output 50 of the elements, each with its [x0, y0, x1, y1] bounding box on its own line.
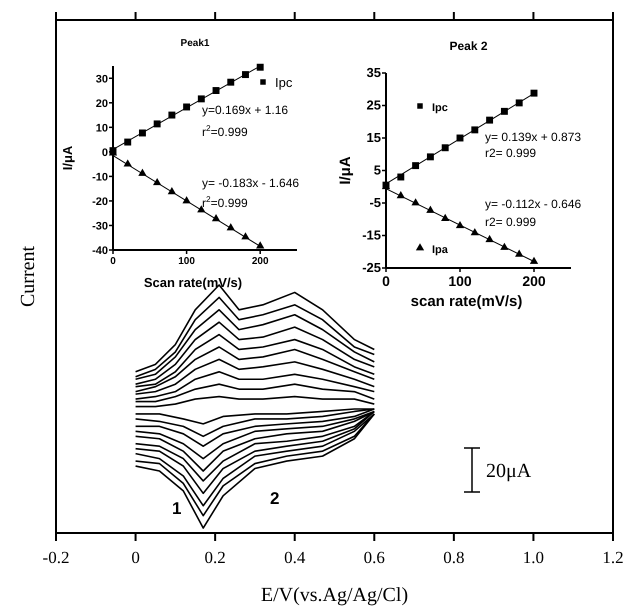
- y-tick-label: -15: [362, 228, 381, 242]
- y-tick-label: 25: [366, 98, 381, 112]
- annotation: r2= 0.999: [485, 146, 536, 160]
- x-tick-label: -0.2: [42, 548, 70, 567]
- legend-label: Ipc: [432, 102, 448, 114]
- x-tick-label: 0.4: [284, 548, 306, 567]
- y-tick-label: -25: [362, 260, 381, 275]
- y-tick-label: -40: [92, 245, 108, 257]
- x-tick-label: 0: [131, 548, 140, 567]
- x-axis-title: Scan rate(mV/s): [144, 275, 242, 290]
- annotation: 2: [270, 489, 280, 508]
- annotation: 1: [172, 499, 182, 518]
- x-axis-title: E/V(vs.Ag/Ag/Cl): [260, 584, 408, 606]
- annotation: y= -0.183x - 1.646: [202, 176, 300, 190]
- annotation: y= 0.139x + 0.873: [485, 130, 582, 144]
- y-tick-label: -30: [92, 220, 108, 232]
- x-tick-label: 0.6: [364, 548, 385, 567]
- annotation: r$^{2}$=0.999: [202, 194, 248, 210]
- x-tick-label: 100: [448, 273, 472, 289]
- y-tick-label: 0: [102, 146, 108, 159]
- y-tick-label: 15: [366, 130, 381, 145]
- legend-label: Ipc: [275, 75, 293, 90]
- annotation: r$^{2}$=0.999: [202, 123, 248, 139]
- annotation: y=0.169x + 1.16: [202, 103, 288, 117]
- y-tick-label: 5: [374, 162, 381, 178]
- annotation: r2= 0.999: [485, 215, 536, 229]
- x-tick-label: 100: [178, 256, 196, 267]
- y-tick-label: -5: [369, 195, 381, 210]
- x-tick-label: 0.2: [204, 548, 226, 567]
- y-tick-label: -10: [92, 171, 108, 184]
- x-tick-label: 1.2: [602, 548, 624, 567]
- x-tick-label: 200: [522, 273, 546, 289]
- x-tick-label: 200: [252, 256, 269, 267]
- x-axis-title: scan rate(mV/s): [410, 293, 522, 310]
- y-tick-label: 30: [96, 73, 108, 86]
- chart-title: Peak 2: [449, 39, 488, 53]
- y-axis-title: Current: [17, 246, 39, 308]
- y-tick-label: 10: [96, 122, 108, 134]
- x-tick-label: 0: [110, 256, 116, 267]
- y-tick-label: 20: [96, 98, 108, 110]
- y-tick-label: -20: [92, 196, 108, 208]
- annotation: 20μA: [486, 460, 532, 482]
- annotation: y= -0.112x - 0.646: [485, 197, 582, 211]
- x-tick-label: 1.0: [522, 548, 544, 567]
- chart-title: Peak1: [180, 38, 210, 49]
- y-axis-title: I/μA: [337, 156, 354, 185]
- y-axis-title: I/μA: [60, 145, 75, 170]
- legend-label: Ipa: [432, 244, 449, 256]
- x-tick-label: 0.8: [443, 548, 464, 567]
- y-tick-label: 35: [366, 65, 381, 80]
